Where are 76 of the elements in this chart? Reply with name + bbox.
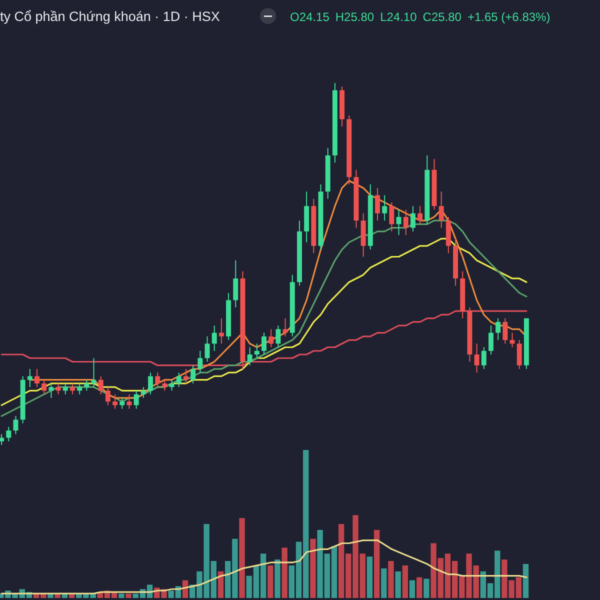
bar xyxy=(395,571,401,598)
candlestick xyxy=(474,343,480,374)
chart-title: ty Cổ phần Chứng khoán · 1D · HSX xyxy=(0,9,220,24)
candlestick xyxy=(382,194,388,222)
bar xyxy=(424,578,430,598)
candlestick xyxy=(198,350,203,374)
candlestick xyxy=(410,206,416,232)
candlestick xyxy=(375,187,380,222)
bar xyxy=(218,571,224,598)
candlestick xyxy=(502,318,508,344)
bar xyxy=(374,530,380,598)
candlestick xyxy=(162,379,168,392)
candlestick xyxy=(488,325,494,355)
bar xyxy=(310,538,316,598)
candlestick xyxy=(56,382,61,395)
candlestick xyxy=(212,325,217,352)
candlestick xyxy=(13,416,18,435)
candlestick xyxy=(247,346,252,366)
candlestick xyxy=(268,328,274,348)
bar xyxy=(416,577,422,598)
text: C25.80 xyxy=(422,10,462,24)
candlestick xyxy=(140,386,146,398)
candlestick xyxy=(169,379,174,392)
candlestick xyxy=(77,382,82,395)
candlestick xyxy=(190,364,196,384)
candlestick xyxy=(276,325,281,348)
bar xyxy=(381,568,387,598)
text: +1.65 (+6.83%) xyxy=(467,10,550,24)
candlestick xyxy=(105,386,110,406)
bar xyxy=(409,580,416,598)
text: H25.80 xyxy=(335,10,374,24)
candlestick xyxy=(496,318,501,341)
bar xyxy=(282,548,288,598)
candlestick xyxy=(481,346,486,370)
candlestick xyxy=(126,394,132,410)
bar xyxy=(182,580,188,598)
candlestick xyxy=(282,318,288,337)
candlestick xyxy=(70,382,75,395)
candlestick xyxy=(183,368,188,384)
candlestick xyxy=(48,382,54,398)
candlestick xyxy=(262,332,266,355)
bar xyxy=(126,594,132,598)
candlestick xyxy=(389,202,394,232)
candlestick xyxy=(0,434,4,446)
bar xyxy=(522,564,529,598)
candlestick xyxy=(403,209,408,236)
candlestick xyxy=(155,372,160,388)
candlestick xyxy=(204,336,210,362)
candlestick xyxy=(27,368,32,388)
candlestick xyxy=(148,372,153,395)
candlestick xyxy=(418,206,423,225)
bar xyxy=(402,565,408,598)
bar xyxy=(118,594,124,598)
candlestick xyxy=(84,379,90,392)
candlestick xyxy=(254,343,260,359)
candlestick xyxy=(34,368,40,388)
candlestick xyxy=(42,379,47,395)
candlestick xyxy=(396,209,402,236)
candlestick xyxy=(134,390,139,410)
bar xyxy=(239,518,245,598)
bar xyxy=(268,565,274,598)
candlestick xyxy=(112,394,118,410)
candlestick xyxy=(233,260,238,308)
text: O24.15 xyxy=(290,10,330,24)
candlestick xyxy=(98,376,104,395)
candlestick xyxy=(218,318,224,344)
candlestick xyxy=(438,191,444,228)
candlestick xyxy=(516,340,522,370)
candlestick xyxy=(176,372,182,388)
bar xyxy=(274,560,280,598)
bar xyxy=(388,561,394,598)
candlestick xyxy=(120,397,125,410)
candlestick xyxy=(6,426,12,442)
text: L24.10 xyxy=(380,10,418,24)
bar xyxy=(366,556,373,598)
candlestick xyxy=(62,382,68,395)
